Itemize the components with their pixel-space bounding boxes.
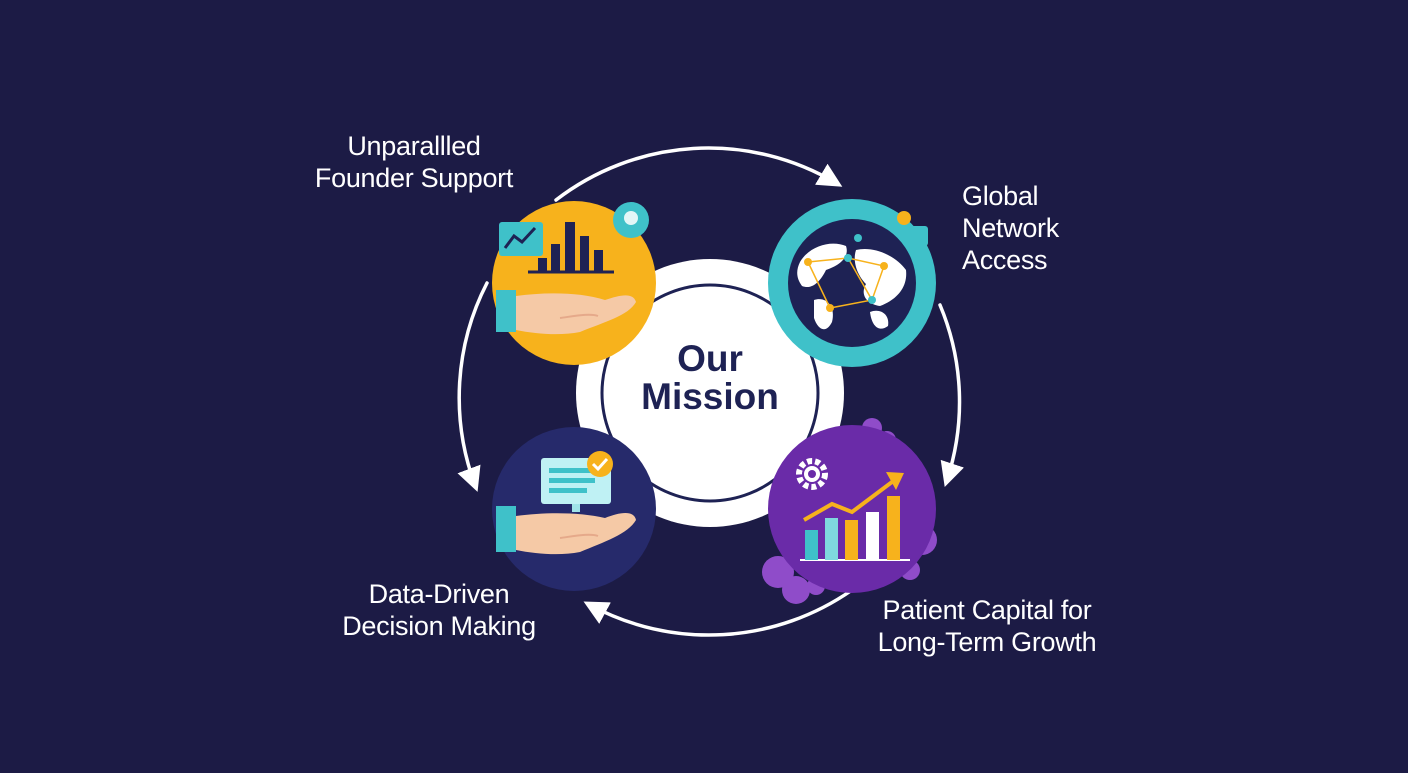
founder-support-label-line-2: Founder Support [314,163,514,193]
global-network-label-line-1: Global [962,181,1039,211]
growth-bar-chart-icon [800,496,910,561]
global-network-node [768,199,936,367]
arrow-right-arc [938,303,964,487]
center-title-line-2: Mission [641,376,779,417]
global-network-label: Global Network Access [962,180,1059,276]
gear-icon [796,458,828,490]
trend-arrow-icon [803,472,904,522]
arrow-left-arc [457,281,489,492]
open-hand-icon [496,506,636,555]
network-badge-icon [897,211,928,246]
center-mission-title: Our Mission [610,340,810,416]
founder-support-label: Unparallled Founder Support [308,130,520,194]
network-nodes-icon [804,234,888,312]
data-driven-label-line-2: Decision Making [342,611,536,641]
network-lines-icon [807,257,885,309]
patient-capital-label-line-1: Patient Capital for [882,595,1092,625]
patient-capital-node [762,418,937,604]
data-driven-node [492,427,656,591]
arrow-bottom-arc [583,588,854,637]
center-title-line-1: Our [677,338,743,379]
checkmark-badge-icon [587,451,613,477]
cycle-arrows [457,146,964,637]
global-network-label-line-2: Network [962,213,1059,243]
founder-support-node [492,201,656,365]
trend-line-card-icon [499,222,543,256]
open-hand-icon [496,290,636,335]
patient-capital-label-line-2: Long-Term Growth [877,627,1097,657]
data-driven-label: Data-Driven Decision Making [334,578,544,642]
founder-support-label-line-1: Unparallled [347,131,481,161]
lightbulb-bubble-icon [613,202,649,238]
global-network-label-line-3: Access [962,245,1048,275]
patient-capital-label: Patient Capital for Long-Term Growth [868,594,1106,658]
data-driven-label-line-1: Data-Driven [368,579,510,609]
bar-chart-icon [528,222,614,274]
arrow-top-arc [554,146,843,202]
